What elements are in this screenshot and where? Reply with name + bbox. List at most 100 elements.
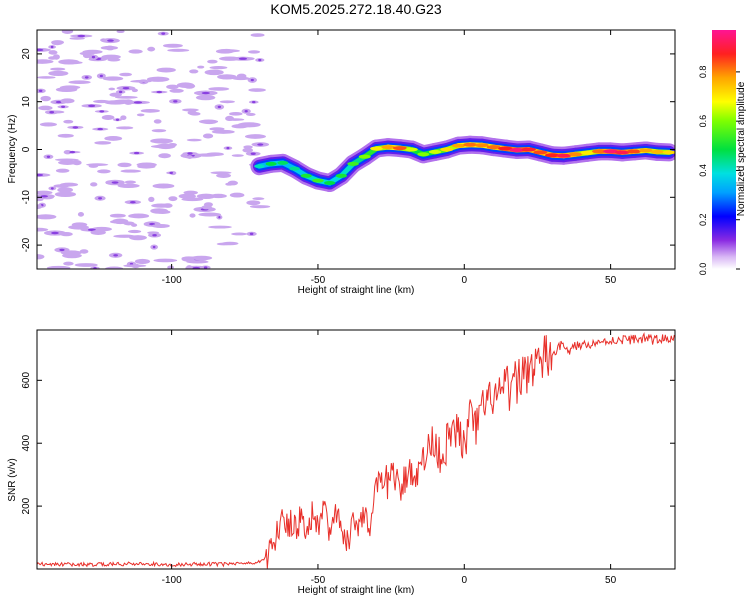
noise-blob xyxy=(211,129,235,134)
track-point xyxy=(312,178,324,183)
snr-x-tick-label: -50 xyxy=(311,575,326,586)
snr-y-tick-label: 400 xyxy=(21,434,32,451)
noise-blob-core xyxy=(258,58,262,62)
noise-blob xyxy=(59,231,73,237)
noise-blob xyxy=(79,249,89,254)
track-point xyxy=(370,146,383,151)
track-point xyxy=(277,160,289,165)
noise-blob xyxy=(169,88,184,93)
noise-blob xyxy=(156,67,176,73)
noise-blob-core xyxy=(40,195,48,198)
noise-blob xyxy=(196,193,216,200)
noise-blob xyxy=(117,183,140,189)
noise-blob xyxy=(242,147,254,153)
noise-blob xyxy=(250,33,265,37)
spectrogram-y-tick-label: -10 xyxy=(21,190,32,205)
colorbar-label: Normalized spectral amplitude xyxy=(736,81,747,216)
noise-blob xyxy=(210,171,232,175)
noise-blob xyxy=(158,153,171,159)
noise-blob-core xyxy=(133,101,143,104)
noise-blob xyxy=(57,133,74,138)
colorbar-tick-label: 0.6 xyxy=(698,115,708,128)
noise-blob xyxy=(167,48,190,52)
noise-blob xyxy=(48,70,69,77)
noise-blob xyxy=(128,229,142,234)
noise-blob xyxy=(113,234,136,238)
noise-blob xyxy=(187,110,197,115)
noise-blob xyxy=(77,211,85,217)
noise-blob xyxy=(128,49,143,54)
colorbar-tick-label: 0.0 xyxy=(698,263,708,276)
track-point xyxy=(662,150,675,155)
noise-blob xyxy=(48,50,58,55)
noise-blob xyxy=(209,66,228,70)
noise-blob xyxy=(62,253,82,259)
noise-blob xyxy=(123,264,147,268)
noise-blob xyxy=(247,50,261,54)
noise-blob xyxy=(46,265,71,269)
noise-blob xyxy=(183,83,196,89)
noise-blob xyxy=(195,94,216,101)
noise-blob xyxy=(131,223,138,227)
noise-blob xyxy=(63,119,74,124)
noise-blob-core xyxy=(129,200,136,204)
noise-blob xyxy=(97,169,111,174)
noise-blob xyxy=(219,100,236,104)
noise-blob-core xyxy=(187,152,193,155)
track-point xyxy=(568,152,583,157)
noise-blob xyxy=(216,173,231,178)
noise-blob-core xyxy=(134,151,140,155)
noise-blob xyxy=(252,197,265,201)
noise-blob xyxy=(69,37,85,40)
noise-blob-core xyxy=(84,76,89,79)
noise-blob xyxy=(182,108,199,112)
noise-blob-core xyxy=(115,118,120,121)
noise-blob xyxy=(147,46,156,52)
noise-blob xyxy=(229,192,245,198)
noise-blob xyxy=(136,113,145,117)
track-point xyxy=(475,143,489,148)
noise-blob-core xyxy=(77,34,86,38)
noise-blob xyxy=(105,266,124,269)
snr-frame xyxy=(36,329,676,570)
colorbar-gradient xyxy=(712,30,736,269)
noise-blob xyxy=(37,214,57,220)
track-point xyxy=(592,149,606,154)
noise-blob xyxy=(225,182,234,186)
noise-blob xyxy=(51,40,64,45)
noise-blob-core xyxy=(37,173,44,177)
noise-blob xyxy=(248,88,266,92)
noise-blob xyxy=(207,59,218,64)
track-point xyxy=(544,153,560,158)
track-point xyxy=(639,148,653,153)
noise-blob xyxy=(208,87,230,91)
noise-blob-core xyxy=(173,100,178,103)
noise-blob xyxy=(37,204,43,210)
noise-blob-core xyxy=(55,100,62,104)
track-point xyxy=(300,173,312,178)
noise-blob xyxy=(236,73,247,79)
chart-title: KOM5.2025.272.18.40.G23 xyxy=(270,1,441,17)
noise-blob xyxy=(166,84,179,90)
track-point xyxy=(358,154,371,159)
track-point xyxy=(392,146,407,151)
noise-blob xyxy=(54,158,79,162)
colorbar: 0.0 0.2 0.4 0.6 0.8 Normalized spectral ampl… xyxy=(698,30,747,275)
noise-blob-core xyxy=(169,171,173,175)
noise-blob xyxy=(50,67,66,71)
track-point xyxy=(533,150,548,155)
noise-blob xyxy=(108,87,116,91)
spectrogram-y-tick-label: 10 xyxy=(21,96,32,108)
track-point xyxy=(289,166,300,171)
noise-blob-core xyxy=(250,78,254,82)
track-point xyxy=(463,142,478,147)
noise-blob xyxy=(148,196,155,203)
colorbar-tick-label: 0.2 xyxy=(698,213,708,226)
spectrogram-ylabel: Frequency (Hz) xyxy=(7,115,18,184)
noise-blob xyxy=(93,99,110,104)
noise-blob-core xyxy=(50,45,54,49)
noise-blob xyxy=(74,263,98,267)
noise-blob xyxy=(167,142,178,147)
